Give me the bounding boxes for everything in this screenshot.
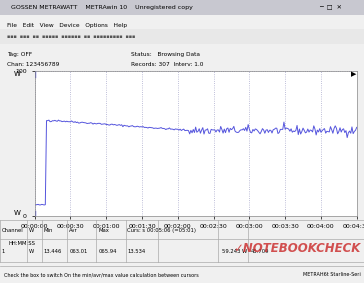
- Bar: [0, 29, 364, 44]
- Text: File   Edit   View   Device   Options   Help: File Edit View Device Options Help: [7, 23, 127, 28]
- Text: Chan: 123456789: Chan: 123456789: [7, 62, 60, 67]
- Text: ✓NOTEBOOKCHECK: ✓NOTEBOOKCHECK: [233, 242, 360, 255]
- Text: W: W: [13, 211, 20, 216]
- Text: W: W: [29, 228, 34, 233]
- Text: Channel: Channel: [2, 228, 24, 233]
- Text: Check the box to switch On the min/avr/max value calculation between cursors: Check the box to switch On the min/avr/m…: [4, 272, 198, 277]
- Text: Min: Min: [44, 228, 53, 233]
- Text: Curs: s 00:05:06 (=05:01): Curs: s 00:05:06 (=05:01): [127, 228, 197, 233]
- Text: ▪▪▪  ▪▪▪  ▪▪  ▪▪▪▪▪  ▪▪▪▪▪▪  ▪▪  ▪▪▪▪▪▪▪▪▪  ▪▪▪: ▪▪▪ ▪▪▪ ▪▪ ▪▪▪▪▪ ▪▪▪▪▪▪ ▪▪ ▪▪▪▪▪▪▪▪▪ ▪▪▪: [7, 34, 135, 39]
- Text: 13.446: 13.446: [44, 249, 62, 254]
- Text: W: W: [29, 249, 34, 254]
- Text: 59.243 W: 59.243 W: [222, 249, 247, 254]
- Text: 1: 1: [2, 249, 5, 254]
- Text: GOSSEN METRAWATT    METRAwin 10    Unregistered copy: GOSSEN METRAWATT METRAwin 10 Unregistere…: [11, 5, 193, 10]
- Text: Records: 307  Interv: 1.0: Records: 307 Interv: 1.0: [131, 62, 203, 67]
- Text: HH:MM:SS: HH:MM:SS: [9, 241, 36, 246]
- Text: Tag: OFF: Tag: OFF: [7, 52, 32, 57]
- Text: Status:   Browsing Data: Status: Browsing Data: [131, 52, 200, 57]
- Text: Max: Max: [98, 228, 109, 233]
- Text: METRAH6t Starline-Seri: METRAH6t Starline-Seri: [302, 272, 360, 277]
- Bar: [0, 0, 364, 15]
- Text: ▶: ▶: [351, 71, 356, 77]
- Text: ─  □  ✕: ─ □ ✕: [319, 5, 342, 10]
- Text: 45.709: 45.709: [251, 249, 270, 254]
- Text: 063.01: 063.01: [69, 249, 87, 254]
- Text: 13.534: 13.534: [127, 249, 146, 254]
- Text: 065.94: 065.94: [98, 249, 117, 254]
- Text: Avr: Avr: [69, 228, 78, 233]
- Text: W: W: [13, 71, 20, 77]
